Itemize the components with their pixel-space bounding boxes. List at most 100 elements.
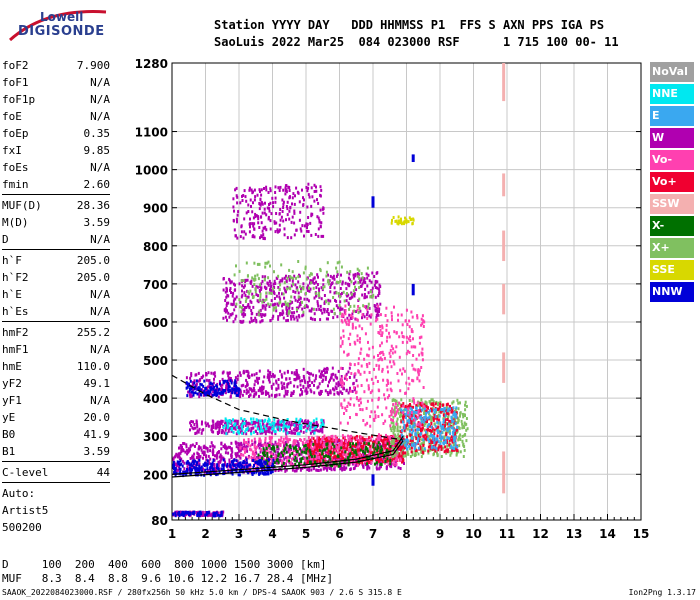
auto-program: Artist5	[2, 504, 49, 517]
echo-point	[260, 427, 263, 431]
echo-point	[316, 440, 319, 444]
echo-point	[286, 431, 289, 435]
echo-point	[322, 459, 325, 463]
echo-point	[338, 443, 341, 447]
echo-point	[191, 381, 194, 385]
echo-point	[345, 409, 348, 412]
parameter-label: foE	[2, 110, 22, 123]
echo-point	[420, 398, 423, 402]
echo-point	[452, 439, 455, 443]
echo-point	[250, 428, 253, 432]
echo-point	[321, 426, 324, 430]
echo-point	[277, 383, 280, 387]
echo-point	[412, 367, 415, 371]
echo-point	[283, 452, 286, 456]
echo-point	[454, 422, 457, 426]
echo-point	[339, 467, 342, 471]
echo-point	[349, 442, 352, 446]
echo-point	[227, 301, 230, 305]
echo-point	[269, 442, 272, 446]
echo-point	[394, 350, 397, 354]
echo-point	[263, 450, 266, 454]
echo-point	[278, 438, 280, 442]
echo-point	[331, 442, 334, 446]
echo-point	[250, 309, 253, 312]
echo-point	[242, 460, 245, 463]
echo-point	[347, 437, 350, 441]
echo-point	[342, 436, 345, 440]
echo-point	[277, 452, 280, 456]
echo-point	[231, 462, 234, 466]
echo-point	[361, 436, 364, 440]
echo-point	[216, 385, 219, 389]
echo-point	[417, 452, 420, 456]
echo-point	[385, 449, 388, 452]
echo-point	[285, 319, 288, 323]
echo-point	[278, 423, 281, 427]
echo-point	[283, 457, 286, 461]
echo-point	[294, 283, 297, 287]
echo-point	[403, 428, 406, 432]
echo-point	[279, 279, 282, 283]
echo-point	[245, 278, 247, 282]
echo-point	[200, 388, 202, 392]
echo-point	[211, 463, 214, 466]
echo-point	[341, 384, 344, 388]
echo-point	[356, 334, 359, 338]
echo-point	[419, 433, 422, 437]
echo-point	[208, 461, 211, 465]
echo-point	[389, 452, 392, 455]
echo-point	[372, 381, 375, 385]
echo-point	[364, 423, 367, 427]
echo-point	[199, 378, 202, 382]
echo-point	[315, 462, 318, 466]
echo-point	[429, 443, 432, 447]
echo-point	[223, 431, 226, 435]
echo-point	[278, 425, 281, 429]
echo-point	[220, 390, 223, 394]
echo-point	[307, 284, 310, 288]
echo-point	[394, 464, 397, 468]
echo-point	[263, 460, 266, 464]
echo-point	[229, 463, 232, 467]
echo-point	[292, 431, 295, 435]
echo-point	[411, 421, 414, 425]
echo-point	[227, 384, 230, 388]
echo-point	[324, 450, 327, 454]
divider	[2, 194, 110, 195]
echo-point	[333, 445, 336, 449]
echo-point	[349, 439, 352, 443]
echo-point	[246, 381, 249, 385]
echo-point	[343, 467, 346, 471]
echo-point	[279, 369, 282, 373]
echo-point	[345, 372, 348, 376]
parameter-row: foEs N/A	[2, 159, 110, 176]
echo-point	[341, 340, 344, 344]
echo-point	[340, 461, 342, 465]
echo-point	[342, 462, 345, 466]
parameter-value: 9.85	[83, 144, 111, 157]
echo-point	[231, 472, 234, 476]
echo-point	[277, 286, 280, 289]
echo-point	[265, 472, 268, 476]
echo-point	[275, 456, 278, 460]
echo-point	[200, 422, 203, 426]
echo-point	[453, 411, 456, 415]
echo-point	[348, 449, 351, 453]
echo-point	[257, 444, 260, 448]
echo-point	[264, 418, 267, 422]
echo-point	[380, 334, 383, 337]
echo-point	[314, 377, 317, 381]
echo-point	[359, 435, 362, 439]
echo-point	[363, 441, 366, 445]
echo-point	[309, 425, 312, 429]
echo-point	[447, 414, 450, 418]
echo-point	[450, 410, 453, 414]
echo-point	[429, 409, 431, 413]
echo-point	[394, 402, 397, 406]
echo-point	[421, 446, 424, 450]
echo-point	[305, 421, 308, 424]
echo-point	[430, 407, 432, 411]
parameter-value: N/A	[90, 161, 110, 174]
echo-point	[459, 401, 461, 405]
